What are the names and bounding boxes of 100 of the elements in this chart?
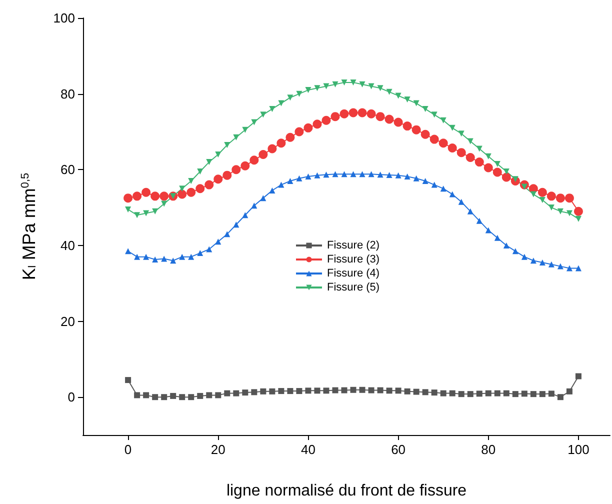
point bbox=[430, 134, 439, 144]
point bbox=[269, 106, 276, 112]
point bbox=[260, 195, 266, 202]
point bbox=[143, 392, 150, 398]
point bbox=[286, 132, 295, 142]
point bbox=[538, 188, 547, 197]
point bbox=[485, 153, 492, 160]
point bbox=[566, 210, 572, 216]
point bbox=[368, 387, 374, 394]
point bbox=[152, 256, 158, 262]
point bbox=[467, 138, 474, 144]
point bbox=[548, 261, 554, 268]
point bbox=[350, 79, 356, 86]
point bbox=[215, 151, 222, 158]
point bbox=[476, 218, 482, 224]
point bbox=[458, 391, 464, 398]
point bbox=[574, 206, 583, 216]
point bbox=[250, 156, 259, 165]
point bbox=[368, 171, 374, 178]
point bbox=[134, 254, 140, 260]
legend-label: Fissure (2) bbox=[327, 240, 380, 252]
point bbox=[170, 392, 176, 399]
point bbox=[224, 231, 230, 238]
point bbox=[467, 391, 474, 398]
point bbox=[294, 127, 304, 136]
point bbox=[404, 173, 410, 180]
point bbox=[422, 389, 428, 396]
point bbox=[214, 174, 223, 184]
y-tick-label: 40 bbox=[60, 238, 75, 253]
point bbox=[494, 390, 500, 396]
point bbox=[305, 388, 312, 394]
point bbox=[494, 160, 500, 167]
point bbox=[332, 387, 338, 394]
point bbox=[502, 172, 511, 182]
point bbox=[350, 171, 356, 178]
point bbox=[341, 171, 348, 178]
point bbox=[134, 392, 140, 398]
x-tick-label: 80 bbox=[481, 442, 496, 457]
point bbox=[268, 144, 277, 154]
point bbox=[539, 260, 546, 266]
point bbox=[575, 216, 582, 222]
point bbox=[546, 192, 556, 201]
x-tick-label: 0 bbox=[124, 442, 132, 457]
point bbox=[258, 150, 268, 159]
point bbox=[564, 194, 574, 203]
point bbox=[512, 248, 518, 254]
point bbox=[143, 254, 150, 260]
point bbox=[197, 250, 204, 256]
point bbox=[431, 390, 438, 396]
point bbox=[458, 198, 464, 205]
point bbox=[278, 388, 284, 394]
point bbox=[530, 391, 536, 398]
point bbox=[233, 390, 240, 396]
point bbox=[150, 192, 160, 201]
y-tick-label: 20 bbox=[60, 314, 75, 329]
point bbox=[305, 173, 312, 180]
point bbox=[206, 392, 212, 398]
point bbox=[376, 112, 385, 122]
point bbox=[278, 182, 284, 188]
point bbox=[438, 138, 448, 148]
point bbox=[197, 168, 204, 175]
point bbox=[296, 90, 302, 97]
point bbox=[557, 208, 564, 214]
point bbox=[287, 94, 294, 101]
point bbox=[512, 176, 518, 182]
point bbox=[566, 388, 572, 394]
point bbox=[251, 119, 258, 126]
legend-label: Fissure (5) bbox=[327, 282, 380, 294]
point bbox=[548, 204, 554, 211]
x-tick-label: 60 bbox=[391, 442, 406, 457]
point bbox=[548, 390, 554, 397]
point bbox=[143, 210, 150, 216]
point bbox=[242, 212, 248, 218]
point bbox=[215, 392, 222, 398]
point bbox=[467, 208, 474, 214]
point bbox=[197, 392, 204, 399]
point bbox=[530, 191, 536, 198]
point bbox=[224, 390, 230, 396]
point bbox=[348, 108, 358, 118]
point bbox=[305, 87, 312, 94]
point bbox=[386, 388, 392, 394]
point bbox=[449, 124, 456, 131]
point bbox=[566, 265, 572, 272]
point bbox=[494, 234, 500, 241]
point bbox=[224, 142, 230, 148]
point bbox=[152, 394, 158, 400]
point bbox=[233, 222, 240, 228]
point bbox=[440, 117, 446, 124]
point bbox=[575, 373, 582, 380]
point bbox=[395, 388, 402, 394]
point bbox=[314, 85, 320, 92]
point bbox=[179, 394, 186, 400]
point bbox=[420, 130, 430, 139]
point bbox=[188, 394, 194, 400]
point bbox=[395, 92, 402, 99]
point bbox=[386, 88, 392, 95]
point bbox=[366, 109, 376, 118]
point bbox=[152, 208, 158, 214]
y-tick-label: 0 bbox=[68, 390, 75, 405]
point bbox=[251, 389, 258, 396]
